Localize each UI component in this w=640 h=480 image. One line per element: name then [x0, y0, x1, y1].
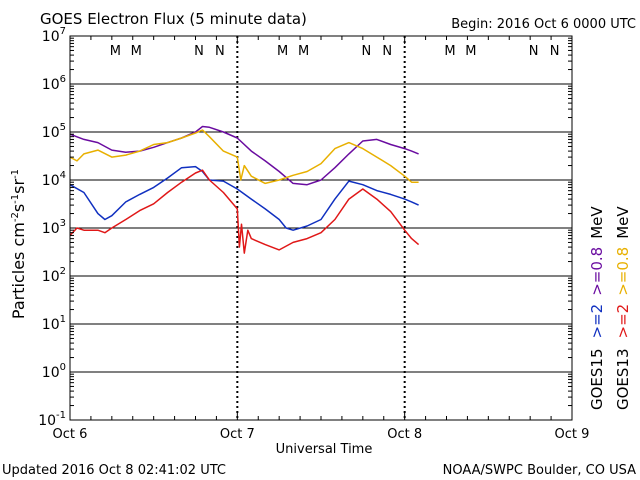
series-goes15_low	[69, 125, 419, 186]
marker-m: M	[277, 44, 288, 59]
legend-unit-2: MeV	[614, 206, 632, 239]
svg-text:GOES13>=2>=0.8MeV: GOES13 >=2 >=0.8 MeV	[614, 206, 632, 410]
marker-n: N	[529, 44, 539, 59]
y-tick-label: 106	[42, 74, 66, 93]
legend-goes15: GOES15	[588, 348, 606, 410]
y-tick-label: 101	[42, 314, 66, 333]
marker-n: N	[382, 44, 392, 59]
x-tick-label: Oct 9	[555, 427, 590, 442]
marker-n: N	[194, 44, 204, 59]
y-tick-label: 10-1	[38, 410, 66, 429]
y-tick-label: 103	[42, 218, 66, 237]
marker-m: M	[110, 44, 121, 59]
marker-m: M	[465, 44, 476, 59]
series-goes15_high	[69, 165, 419, 231]
legend-goes13-high: >=2	[614, 304, 632, 339]
x-tick-label: Oct 7	[220, 427, 255, 442]
begin-date: Begin: 2016 Oct 6 0000 UTC	[451, 17, 636, 32]
x-axis-label: Universal Time	[276, 442, 373, 457]
y-tick-label: 107	[42, 26, 66, 45]
y-tick-label: 102	[42, 266, 66, 285]
legend: GOES15 >=2 >=0.8 MeV GOES13 >=2 >=0.8 MeV	[588, 206, 632, 410]
updated-timestamp: Updated 2016 Oct 8 02:41:02 UTC	[2, 463, 226, 478]
x-tick-label: Oct 6	[53, 427, 88, 442]
y-tick-label: 105	[42, 122, 66, 141]
marker-n: N	[550, 44, 560, 59]
y-tick-labels: 107 106 105 104 103 102 101 100 10-1	[38, 26, 572, 429]
legend-unit-1: MeV	[588, 206, 606, 239]
plot-frame	[69, 35, 573, 421]
day-divider-lines	[236, 36, 406, 420]
chart-title: GOES Electron Flux (5 minute data)	[40, 10, 307, 28]
y-tick-label: 100	[42, 362, 66, 381]
series-goes13_low	[69, 129, 419, 185]
marker-n: N	[361, 44, 371, 59]
marker-m: M	[298, 44, 309, 59]
x-tick-label: Oct 8	[387, 427, 422, 442]
y-axis-label: Particles cm-2s-1sr-1	[9, 169, 28, 319]
legend-goes15-high: >=2	[588, 304, 606, 339]
marker-m: M	[444, 44, 455, 59]
gridlines	[70, 35, 572, 421]
x-tick-labels: Oct 6 Oct 7 Oct 8 Oct 9	[53, 36, 590, 442]
svg-text:GOES15>=2>=0.8MeV: GOES15 >=2 >=0.8 MeV	[588, 206, 606, 410]
legend-goes13-low: >=0.8	[614, 247, 632, 296]
credit: NOAA/SWPC Boulder, CO USA	[443, 463, 636, 478]
series-lines	[69, 125, 420, 254]
y-tick-label: 104	[42, 170, 66, 189]
marker-m: M	[131, 44, 142, 59]
legend-goes15-low: >=0.8	[588, 247, 606, 296]
svg-text:Particles cm-2s-1sr-1: Particles cm-2s-1sr-1	[9, 169, 28, 319]
legend-goes13: GOES13	[614, 348, 632, 410]
series-goes13_high	[69, 169, 420, 254]
marker-n: N	[215, 44, 225, 59]
